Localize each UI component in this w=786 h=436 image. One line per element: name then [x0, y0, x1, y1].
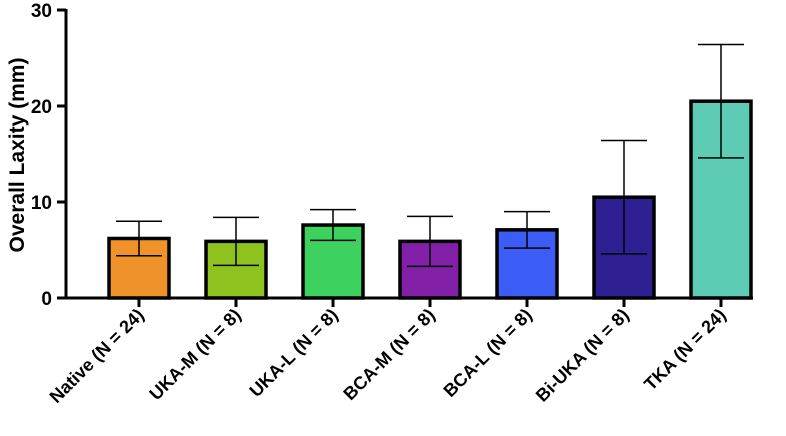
- y-axis-title: Overall Laxity (mm): [6, 58, 29, 253]
- category-label: Bi-UKA (N = 8): [532, 305, 633, 406]
- category-label: UKA-M (N = 8): [145, 305, 244, 404]
- category-label: Native (N = 24): [46, 305, 148, 407]
- y-tick-label: 20: [31, 97, 52, 118]
- category-label: BCA-L (N = 8): [440, 305, 536, 401]
- y-tick-label: 0: [41, 289, 52, 310]
- y-tick-label: 10: [31, 193, 52, 214]
- y-tick-label: 30: [31, 1, 52, 22]
- category-label: UKA-L (N = 8): [246, 305, 342, 401]
- category-label: TKA (N = 24): [640, 305, 730, 395]
- category-label: BCA-M (N = 8): [339, 305, 438, 404]
